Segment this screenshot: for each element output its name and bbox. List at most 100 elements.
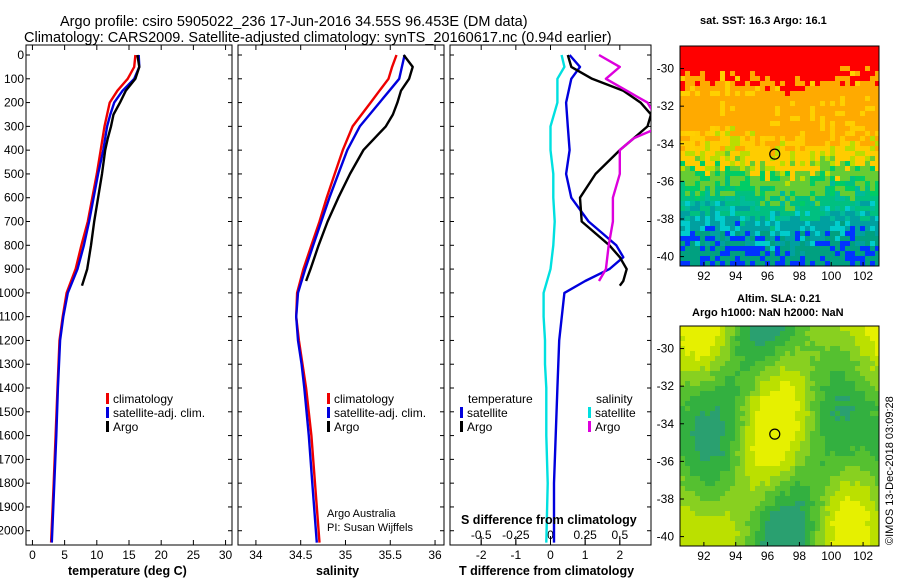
map-cell xyxy=(800,501,805,506)
map-cell xyxy=(710,81,715,86)
map-cell xyxy=(855,76,860,81)
map-cell xyxy=(755,411,760,416)
map-cell xyxy=(705,116,710,121)
map-cell xyxy=(695,451,700,456)
map-cell xyxy=(770,206,775,211)
map-cell xyxy=(865,211,870,216)
map-cell xyxy=(805,516,810,521)
map-cell xyxy=(750,356,755,361)
map-cell xyxy=(775,371,780,376)
map-cell xyxy=(790,416,795,421)
map-cell xyxy=(710,406,715,411)
map-cell xyxy=(710,366,715,371)
x-tick-label: -2 xyxy=(476,548,487,562)
map-cell xyxy=(685,496,690,501)
map-cell xyxy=(745,521,750,526)
map-cell xyxy=(865,246,870,251)
map-cell xyxy=(830,151,835,156)
map-cell xyxy=(760,61,765,66)
map-cell xyxy=(710,491,715,496)
map-cell xyxy=(820,346,825,351)
map-cell xyxy=(850,241,855,246)
map-cell xyxy=(815,516,820,521)
map-cell xyxy=(845,91,850,96)
map-cell xyxy=(850,406,855,411)
map-cell xyxy=(750,86,755,91)
map-cell xyxy=(865,391,870,396)
map-cell xyxy=(820,116,825,121)
map-cell xyxy=(745,121,750,126)
map-cell xyxy=(805,366,810,371)
map-cell xyxy=(865,176,870,181)
map-cell xyxy=(765,101,770,106)
map-cell xyxy=(690,361,695,366)
map-cell xyxy=(730,496,735,501)
map-cell xyxy=(795,241,800,246)
map-cell xyxy=(790,461,795,466)
map-cell xyxy=(810,351,815,356)
map-cell xyxy=(800,156,805,161)
map-cell xyxy=(805,161,810,166)
map-cell xyxy=(820,521,825,526)
map-cell xyxy=(735,371,740,376)
map-cell xyxy=(815,116,820,121)
map-cell xyxy=(720,251,725,256)
map-cell xyxy=(865,236,870,241)
map-cell xyxy=(840,326,845,331)
map-cell xyxy=(740,441,745,446)
map-cell xyxy=(695,146,700,151)
map-cell xyxy=(775,356,780,361)
map-cell xyxy=(740,526,745,531)
map-cell xyxy=(755,116,760,121)
map-cell xyxy=(800,171,805,176)
map-cell xyxy=(790,506,795,511)
map-cell xyxy=(865,441,870,446)
map-cell xyxy=(805,441,810,446)
map-cell xyxy=(855,346,860,351)
map-cell xyxy=(695,196,700,201)
map-cell xyxy=(790,366,795,371)
map-cell xyxy=(725,136,730,141)
map-cell xyxy=(715,476,720,481)
map-cell xyxy=(865,191,870,196)
map-cell xyxy=(855,331,860,336)
map-cell xyxy=(730,201,735,206)
map-cell xyxy=(875,66,879,71)
map-cell xyxy=(870,456,875,461)
map-cell xyxy=(870,526,875,531)
map-cell xyxy=(700,536,705,541)
map-cell xyxy=(685,91,690,96)
map-cell xyxy=(795,56,800,61)
map-cell xyxy=(730,136,735,141)
map-cell xyxy=(695,381,700,386)
map-cell xyxy=(715,171,720,176)
map-cell xyxy=(725,436,730,441)
map-cell xyxy=(850,91,855,96)
map-cell xyxy=(855,121,860,126)
map-cell xyxy=(770,491,775,496)
map-cell xyxy=(690,86,695,91)
map-cell xyxy=(685,511,690,516)
map-cell xyxy=(765,81,770,86)
map-cell xyxy=(820,236,825,241)
map-cell xyxy=(865,96,870,101)
map-cell xyxy=(825,351,830,356)
map-cell xyxy=(760,46,765,51)
map-cell xyxy=(740,451,745,456)
map-cell xyxy=(840,51,845,56)
map-cell xyxy=(785,431,790,436)
map-cell xyxy=(755,521,760,526)
map-cell xyxy=(840,341,845,346)
map-cell xyxy=(795,126,800,131)
map-cell xyxy=(775,51,780,56)
map-cell xyxy=(865,251,870,256)
map-cell xyxy=(695,96,700,101)
map-cell xyxy=(730,516,735,521)
map-cell xyxy=(815,391,820,396)
map-cell xyxy=(685,151,690,156)
x-tick-label: -1 xyxy=(511,548,522,562)
map-cell xyxy=(700,466,705,471)
map-cell xyxy=(720,426,725,431)
map-cell xyxy=(785,221,790,226)
difference-panel: -2 -1 0 1 2-0.5 -0.25 0 0.25 0.5 xyxy=(449,44,652,562)
